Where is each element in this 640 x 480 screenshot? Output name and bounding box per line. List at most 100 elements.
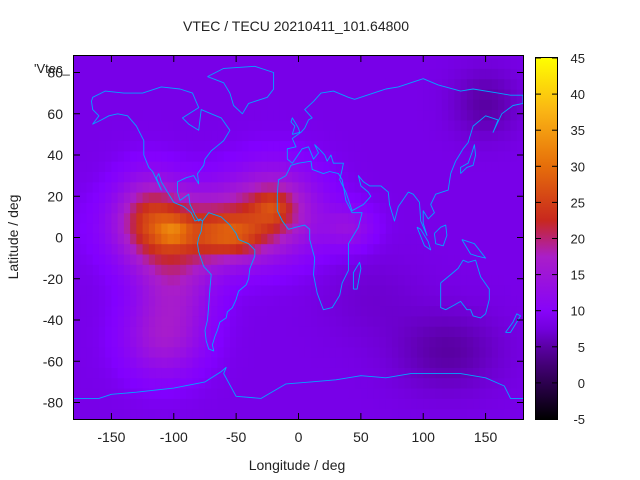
heatmap-cell	[367, 78, 374, 90]
heatmap-cell	[229, 326, 237, 337]
heatmap-cell	[342, 408, 349, 420]
heatmap-cell	[416, 254, 424, 265]
heatmap-cell	[498, 161, 505, 172]
heatmap-cell	[491, 78, 499, 90]
heatmap-cell	[148, 140, 156, 152]
heatmap-cell	[360, 192, 368, 203]
heatmap-cell	[317, 336, 324, 348]
heatmap-cell	[504, 140, 512, 152]
heatmap-cell	[92, 109, 100, 121]
heatmap-cell	[261, 161, 268, 172]
heatmap-cell	[236, 388, 243, 399]
heatmap-cell	[510, 150, 518, 162]
heatmap-cell	[229, 68, 237, 80]
heatmap-cell	[105, 140, 112, 152]
heatmap-cell	[217, 58, 225, 69]
heatmap-cell	[261, 264, 268, 276]
heatmap-cell	[217, 68, 225, 80]
heatmap-cell	[460, 212, 468, 224]
heatmap-cell	[304, 367, 312, 379]
heatmap-cell	[229, 181, 237, 193]
heatmap-cell	[435, 326, 443, 337]
heatmap-cell	[180, 377, 187, 389]
heatmap-cell	[92, 192, 100, 203]
heatmap-cell	[516, 181, 524, 193]
heatmap-cell	[373, 130, 381, 142]
heatmap-cell	[80, 212, 87, 224]
heatmap-cell	[148, 326, 156, 337]
heatmap-cell	[167, 274, 175, 286]
heatmap-cell	[279, 58, 287, 69]
heatmap-cell	[292, 202, 299, 214]
heatmap-cell	[404, 398, 412, 410]
heatmap-cell	[267, 295, 275, 307]
heatmap-cell	[286, 130, 293, 142]
heatmap-cell	[198, 202, 206, 214]
heatmap-cell	[180, 305, 187, 317]
heatmap-cell	[80, 336, 87, 348]
heatmap-cell	[404, 346, 412, 358]
heatmap-cell	[473, 336, 480, 348]
heatmap-cell	[92, 243, 100, 255]
heatmap-cell	[423, 150, 430, 162]
heatmap-cell	[286, 408, 293, 420]
heatmap-cell	[148, 315, 156, 327]
heatmap-cell	[516, 58, 524, 69]
heatmap-cell	[385, 119, 393, 131]
heatmap-cell	[86, 336, 94, 348]
heatmap-cell	[155, 243, 162, 255]
heatmap-cell	[348, 367, 356, 379]
heatmap-cell	[441, 150, 449, 162]
heatmap-cell	[180, 119, 187, 131]
heatmap-cell	[398, 78, 406, 90]
heatmap-cell	[479, 367, 487, 379]
heatmap-cell	[267, 99, 275, 111]
heatmap-cell	[298, 305, 306, 317]
heatmap-cell	[123, 326, 131, 337]
heatmap-cell	[254, 254, 262, 265]
heatmap-cell	[466, 212, 474, 224]
heatmap-cell	[454, 388, 462, 399]
heatmap-cell	[80, 202, 87, 214]
heatmap-cell	[479, 315, 487, 327]
heatmap-cell	[385, 130, 393, 142]
heatmap-cell	[410, 181, 418, 193]
heatmap-cell	[111, 357, 119, 368]
heatmap-cell	[130, 56, 137, 59]
heatmap-cell	[223, 284, 231, 296]
heatmap-cell	[485, 161, 493, 172]
heatmap-cell	[379, 150, 387, 162]
heatmap-cell	[223, 408, 231, 420]
heatmap-cell	[74, 202, 81, 214]
heatmap-cell	[310, 202, 318, 214]
heatmap-cell	[254, 119, 262, 131]
heatmap-cell	[286, 388, 293, 399]
colorbar-tick-label: 25	[571, 195, 585, 210]
heatmap-cell	[448, 109, 455, 121]
colorbar-tick-label: 0	[578, 376, 585, 391]
heatmap-cell	[516, 233, 524, 245]
heatmap-cell	[211, 367, 218, 379]
heatmap-cell	[435, 99, 443, 111]
heatmap-cell	[142, 336, 150, 348]
heatmap-cell	[261, 233, 268, 245]
heatmap-cell	[98, 274, 106, 286]
heatmap-cell	[504, 367, 512, 379]
heatmap-cell	[186, 264, 193, 276]
heatmap-cell	[491, 192, 499, 203]
heatmap-cell	[180, 357, 187, 368]
heatmap-cell	[229, 212, 237, 224]
heatmap-cell	[286, 78, 293, 90]
heatmap-cell	[473, 99, 480, 111]
heatmap-cell	[279, 284, 287, 296]
heatmap-cell	[473, 78, 480, 90]
heatmap-cell	[86, 377, 94, 389]
heatmap-cell	[398, 192, 406, 203]
heatmap-cell	[342, 315, 349, 327]
heatmap-cell	[454, 192, 462, 203]
heatmap-cell	[136, 161, 144, 172]
heatmap-cell	[410, 357, 418, 368]
heatmap-cell	[354, 119, 362, 131]
heatmap-cell	[460, 398, 468, 410]
heatmap-cell	[192, 109, 200, 121]
